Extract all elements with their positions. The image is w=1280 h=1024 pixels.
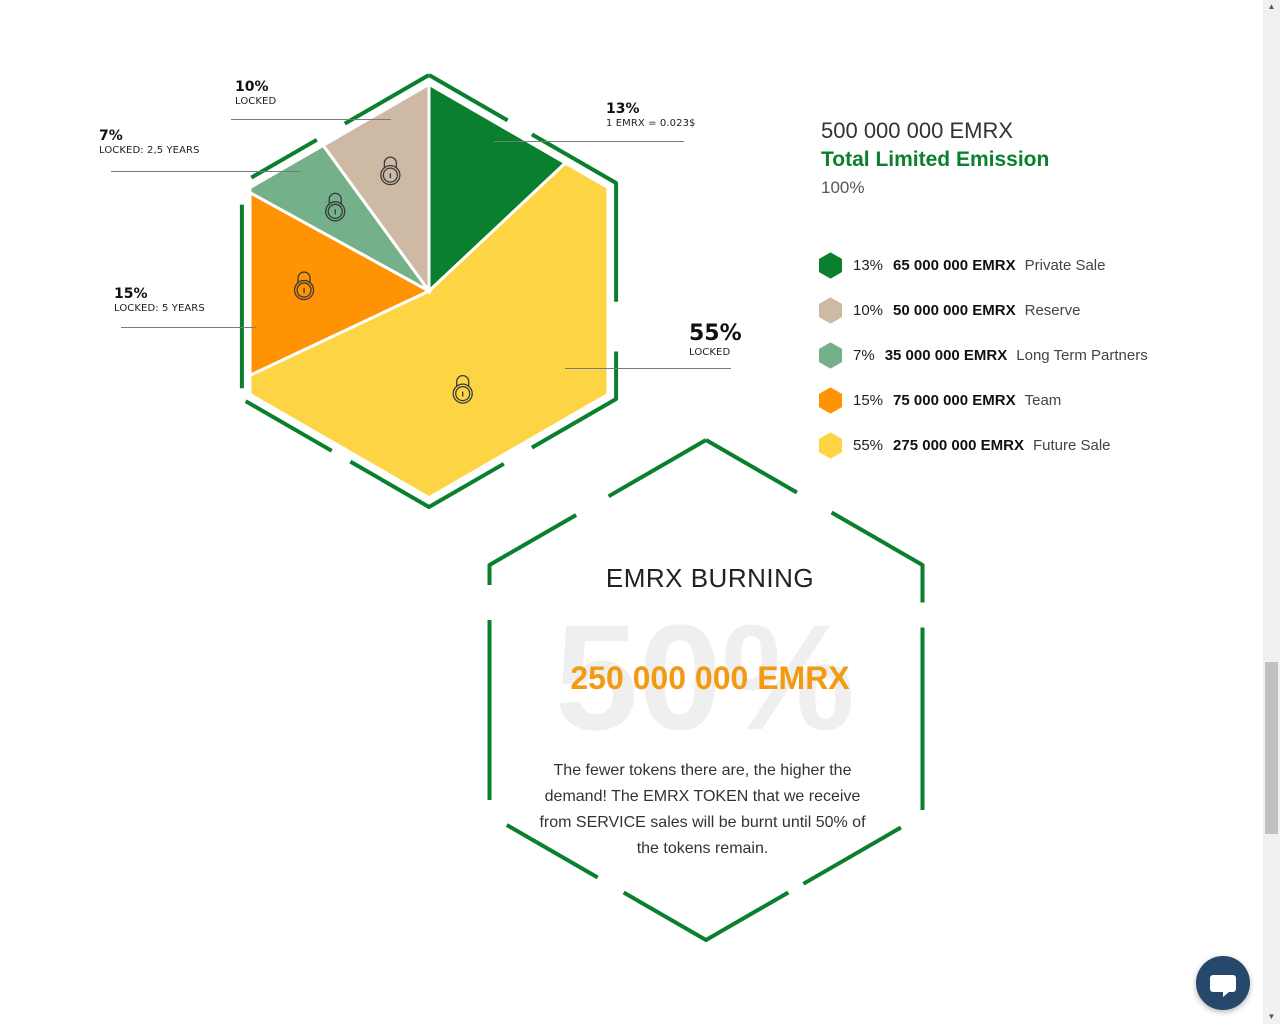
callout-leader-line [121, 327, 256, 328]
callout-percent: 7% [99, 128, 123, 144]
legend-hexagon-icon [819, 432, 842, 459]
legend-hexagon-icon [819, 252, 842, 279]
legend-percent: 15% [853, 392, 884, 409]
chat-bubble-icon [1210, 975, 1236, 997]
legend-item: 7% 35 000 000 EMRX Long Term Partners [818, 333, 1148, 378]
burning-description: The fewer tokens there are, the higher t… [539, 762, 866, 857]
pie-slices [251, 86, 607, 496]
burning-amount: 250 000 000 EMRX [570, 660, 850, 696]
lock-icon [452, 374, 473, 404]
legend-label: Team [1024, 392, 1062, 409]
legend-percent: 7% [853, 347, 875, 364]
pie-slice-future-sale [251, 86, 607, 496]
lock-icon [293, 271, 315, 301]
scrollbar-thumb[interactable] [1265, 662, 1278, 834]
callout-note: LOCKED [689, 347, 731, 358]
lock-icon [380, 156, 401, 186]
legend-item: 55% 275 000 000 EMRX Future Sale [818, 423, 1148, 468]
legend-amount: 275 000 000 EMRX [893, 437, 1024, 454]
pie-callout: 10% LOCKED [231, 79, 391, 120]
legend-percent: 13% [853, 257, 884, 274]
frame-segment [622, 890, 790, 942]
callout-percent: 15% [114, 286, 148, 302]
legend-hexagon-icon [819, 297, 842, 324]
callout-percent: 55% [689, 321, 742, 346]
scroll-down-arrow-icon[interactable]: ▼ [1267, 1012, 1276, 1021]
legend-label: Reserve [1024, 302, 1081, 319]
scroll-up-arrow-icon[interactable]: ▲ [1267, 2, 1276, 11]
callout-leader-line [111, 171, 301, 172]
frame-segment [349, 459, 505, 509]
chat-button[interactable] [1196, 956, 1250, 1010]
legend-label: Long Term Partners [1016, 347, 1148, 364]
frame-segment [343, 73, 430, 126]
legend-amount: 35 000 000 EMRX [884, 347, 1008, 364]
burning-title: EMRX BURNING [605, 563, 815, 593]
frame-segment [487, 513, 578, 585]
callout-note: LOCKED [235, 96, 277, 107]
legend-label: Private Sale [1024, 257, 1106, 274]
legend-amount: 75 000 000 EMRX [893, 392, 1016, 409]
callout-leader-line [494, 141, 684, 142]
lock-icons [293, 156, 473, 404]
frame-segment [802, 825, 902, 886]
pie-slice-long-term-partners [251, 86, 431, 293]
legend-item: 13% 65 000 000 EMRX Private Sale [818, 243, 1148, 288]
legend-item: 15% 75 000 000 EMRX Team [818, 378, 1148, 423]
pie-callout: 15% LOCKED: 5 YEARS [114, 286, 256, 328]
total-supply: 500 000 000 EMRX [821, 118, 1014, 143]
callout-percent: 10% [235, 79, 269, 95]
legend-label: Future Sale [1032, 437, 1111, 454]
pie-hexagon-frame [239, 73, 619, 509]
pie-callout: 55% LOCKED [565, 321, 742, 369]
frame-segment [427, 73, 509, 123]
callout-note: 1 EMRX = 0.023$ [606, 118, 696, 129]
frame-segment [830, 510, 925, 603]
pie-slice-reserve [251, 86, 431, 296]
callout-percent: 13% [606, 101, 640, 117]
callout-leader-line [231, 119, 391, 120]
legend-amount: 50 000 000 EMRX [893, 302, 1016, 319]
chart-legend: 13% 65 000 000 EMRX Private Sale 10% 50 000 … [818, 243, 1148, 468]
callout-note: LOCKED: 2,5 YEARS [99, 145, 200, 156]
pie-slice-private-sale [427, 86, 607, 295]
legend-hexagon-icon [819, 342, 842, 369]
burning-background-percent: 50% [554, 593, 856, 761]
legend-hexagon-icon [819, 387, 842, 414]
chart-title: Total Limited Emission [821, 148, 1050, 171]
page-scrollbar[interactable]: ▲ ▼ [1263, 0, 1280, 1024]
callout-leader-line [565, 368, 731, 369]
lock-icon [325, 192, 346, 222]
callout-note: LOCKED: 5 YEARS [114, 303, 205, 314]
pie-callout: 13% 1 EMRX = 0.023$ [494, 101, 696, 142]
frame-segment [607, 438, 708, 499]
frame-segment [704, 438, 798, 495]
frame-segment [530, 351, 619, 450]
burning-hexagon-frame [487, 438, 925, 942]
frame-segment [505, 823, 599, 880]
legend-amount: 65 000 000 EMRX [893, 257, 1016, 274]
legend-percent: 10% [853, 302, 884, 319]
emission-summary: 500 000 000 EMRX Total Limited Emission … [821, 118, 1049, 198]
frame-segment [530, 132, 619, 302]
legend-percent: 55% [853, 437, 884, 454]
pie-callout: 7% LOCKED: 2,5 YEARS [99, 128, 301, 172]
legend-item: 10% 50 000 000 EMRX Reserve [818, 288, 1148, 333]
frame-segment [244, 399, 333, 453]
total-percent: 100% [821, 178, 865, 197]
